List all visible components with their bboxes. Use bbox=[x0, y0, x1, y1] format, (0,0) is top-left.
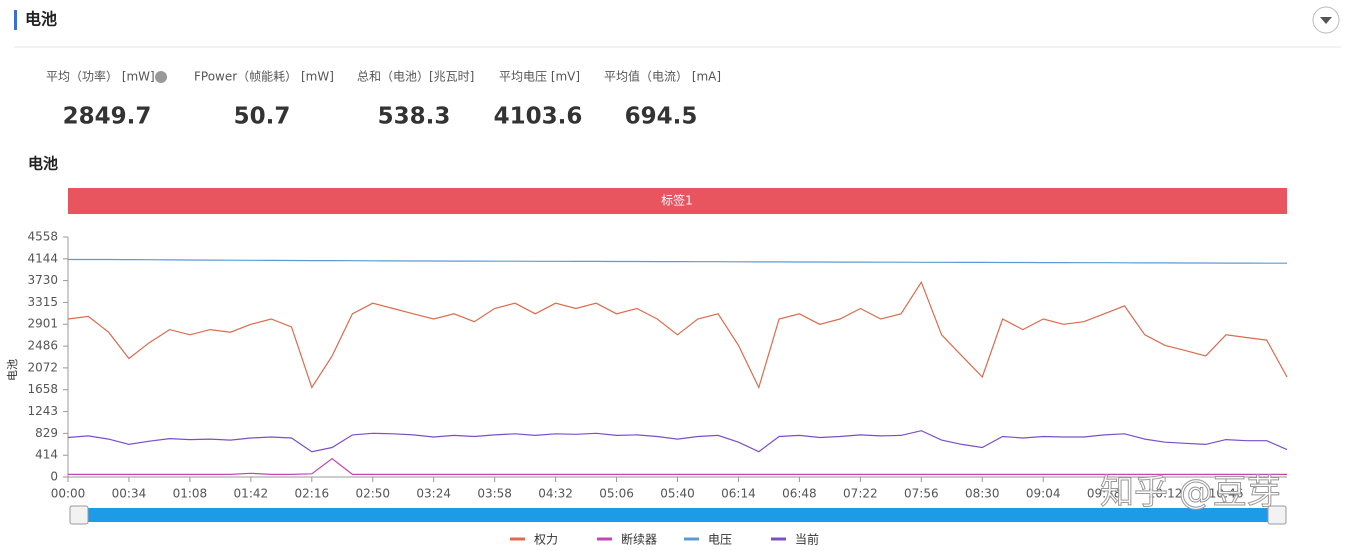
x-tick-label: 03:58 bbox=[477, 487, 512, 501]
x-tick-label: 10:12 bbox=[1148, 487, 1183, 501]
legend-label: 电压 bbox=[708, 533, 732, 547]
x-tick-label: 07:56 bbox=[904, 487, 939, 501]
x-tick-label: 09:38 bbox=[1087, 487, 1122, 501]
x-tick-label: 03:24 bbox=[416, 487, 451, 501]
x-tick-label: 05:40 bbox=[660, 487, 695, 501]
stat-value: 538.3 bbox=[378, 104, 451, 130]
y-tick-label: 2901 bbox=[27, 317, 58, 331]
slider-handle-right[interactable] bbox=[1267, 505, 1287, 525]
legend-label: 断续器 bbox=[621, 532, 657, 547]
collapse-arrow[interactable] bbox=[1320, 17, 1332, 24]
title-accent bbox=[14, 10, 17, 30]
y-tick-label: 414 bbox=[35, 448, 58, 462]
x-tick-label: 06:14 bbox=[721, 487, 756, 501]
x-tick-label: 07:22 bbox=[843, 487, 878, 501]
stat-label: 平均（功率） [mW] bbox=[46, 69, 155, 84]
y-tick-label: 829 bbox=[35, 426, 58, 440]
x-tick-label: 05:06 bbox=[599, 487, 634, 501]
y-tick-label: 1658 bbox=[27, 382, 58, 396]
collapse-button[interactable] bbox=[1312, 6, 1340, 34]
y-tick-label: 4558 bbox=[27, 230, 58, 244]
x-tick-label: 06:48 bbox=[782, 487, 817, 501]
x-tick-label: 00:00 bbox=[51, 487, 86, 501]
series-line bbox=[67, 430, 1288, 453]
y-tick-label: 4144 bbox=[27, 251, 58, 265]
y-tick-label: 2486 bbox=[27, 339, 58, 353]
stat-value: 2849.7 bbox=[63, 104, 152, 130]
y-tick-label: 1243 bbox=[27, 404, 58, 418]
legend-label: 当前 bbox=[795, 532, 819, 547]
stat-value: 50.7 bbox=[234, 104, 291, 130]
series-line bbox=[68, 258, 1287, 264]
section-title: 电池 bbox=[25, 10, 57, 29]
series-line bbox=[67, 280, 1288, 390]
x-tick-label: 02:16 bbox=[295, 487, 330, 501]
x-tick-label: 00:34 bbox=[112, 487, 147, 501]
x-tick-label: 02:50 bbox=[355, 487, 390, 501]
y-tick-label: 2072 bbox=[27, 360, 58, 374]
stat-label: FPower（帧能耗） [mW] bbox=[194, 70, 334, 84]
x-tick-label: 01:42 bbox=[234, 487, 269, 501]
slider-handle-left[interactable] bbox=[69, 505, 89, 525]
x-tick-label: 04:32 bbox=[538, 487, 573, 501]
banner-label: 标签1 bbox=[661, 193, 693, 208]
x-tick-label: 09:04 bbox=[1026, 487, 1061, 501]
stat-label: 平均值（电流） [mA] bbox=[604, 69, 721, 84]
chart-title: 电池 bbox=[28, 155, 58, 173]
stat-label: 总和（电池）[兆瓦时] bbox=[357, 70, 474, 84]
y-tick-label: 3315 bbox=[27, 295, 58, 309]
x-tick-label: 08:30 bbox=[965, 487, 1000, 501]
slider-track[interactable] bbox=[72, 508, 1282, 522]
y-tick-label: 0 bbox=[50, 470, 58, 484]
slider[interactable] bbox=[69, 505, 1287, 525]
stat-label: 平均电压 [mV] bbox=[499, 70, 580, 84]
label-banner bbox=[68, 188, 1287, 214]
y-axis-label: 电池 bbox=[6, 359, 19, 381]
series-line bbox=[68, 457, 1287, 475]
x-tick-label: 10:46 bbox=[1209, 487, 1244, 501]
help-icon bbox=[155, 71, 167, 83]
stat-value: 4103.6 bbox=[494, 104, 583, 130]
x-tick-label: 01:08 bbox=[173, 487, 208, 501]
y-tick-label: 3730 bbox=[27, 273, 58, 287]
legend-label: 权力 bbox=[534, 533, 558, 547]
watermark: 知乎 @豆芽 bbox=[1100, 473, 1281, 513]
stat-value: 694.5 bbox=[625, 104, 698, 130]
